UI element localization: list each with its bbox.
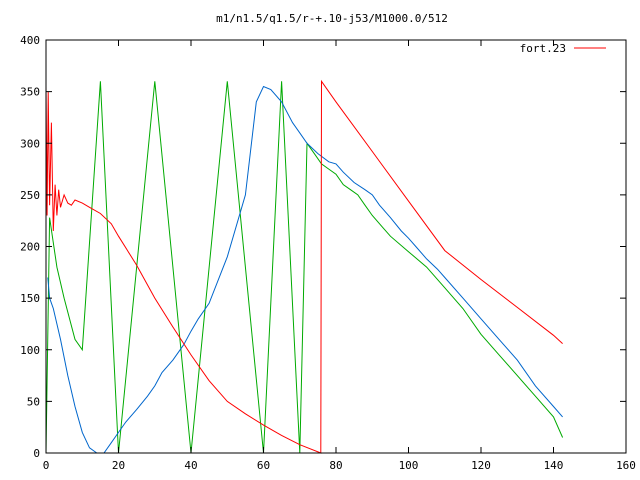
x-tick-label: 0 xyxy=(43,459,50,472)
y-tick-label: 100 xyxy=(20,344,40,357)
y-tick-label: 150 xyxy=(20,292,40,305)
x-tick-label: 40 xyxy=(184,459,197,472)
x-tick-label: 100 xyxy=(399,459,419,472)
y-tick-label: 200 xyxy=(20,241,40,254)
x-tick-label: 80 xyxy=(329,459,342,472)
series-line-1 xyxy=(45,81,564,454)
legend-label-fort23: fort.23 xyxy=(520,42,566,55)
y-tick-label: 50 xyxy=(27,395,40,408)
x-tick-label: 60 xyxy=(257,459,270,472)
x-tick-label: 120 xyxy=(471,459,491,472)
series-line-0 xyxy=(45,79,563,454)
x-tick-label: 160 xyxy=(616,459,636,472)
x-tick-label: 20 xyxy=(112,459,125,472)
axis-layer: 0 20 40 60 80 100 120 140 160 0 50 100 150 200 250 300 3… xyxy=(20,34,636,472)
y-tick-label: 350 xyxy=(20,86,40,99)
x-tick-label: 140 xyxy=(544,459,564,472)
chart-title: m1/n1.5/q1.5/r-+.10-j53/M1000.0/512 xyxy=(216,12,448,25)
y-tick-label: 250 xyxy=(20,189,40,202)
y-tick-label: 0 xyxy=(33,447,40,460)
y-tick-label: 300 xyxy=(20,137,40,150)
y-tick-label: 400 xyxy=(20,34,40,47)
legend: fort.23 xyxy=(520,42,606,55)
